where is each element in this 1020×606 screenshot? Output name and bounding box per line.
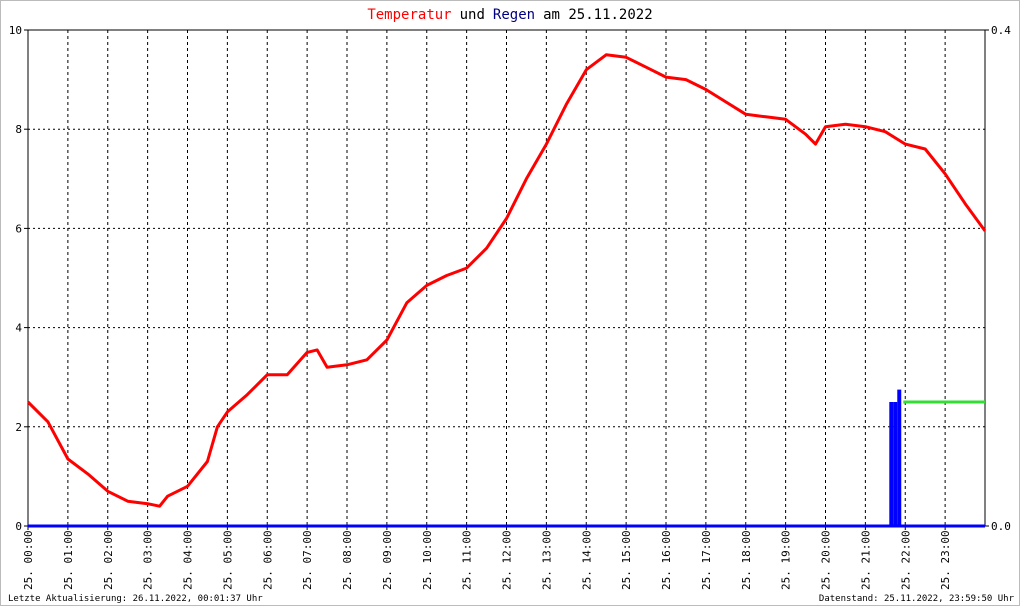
y-tick-label: 6 — [15, 222, 22, 235]
y-tick-label: 10 — [9, 24, 22, 37]
x-tick-label: 25. 15:00 — [620, 530, 633, 590]
title-part: am 25.11.2022 — [543, 7, 653, 23]
rain-bar — [897, 389, 902, 526]
x-tick-label: 25. 03:00 — [142, 530, 155, 590]
footer-right: Datenstand: 25.11.2022, 23:59:50 Uhr — [819, 594, 1015, 604]
x-tick-label: 25. 07:00 — [301, 530, 314, 590]
y-tick-label: 2 — [15, 421, 22, 434]
y2-tick-label: 0.0 — [991, 520, 1011, 533]
y-tick-label: 8 — [15, 123, 22, 136]
x-tick-label: 25. 02:00 — [102, 530, 115, 590]
x-tick-label: 25. 09:00 — [381, 530, 394, 590]
x-tick-label: 25. 10:00 — [421, 530, 434, 590]
x-tick-label: 25. 00:00 — [22, 530, 35, 590]
x-tick-label: 25. 05:00 — [221, 530, 234, 590]
x-tick-label: 25. 18:00 — [740, 530, 753, 590]
x-tick-label: 25. 22:00 — [899, 530, 912, 590]
footer-left: Letzte Aktualisierung: 26.11.2022, 00:01… — [8, 594, 263, 604]
x-tick-label: 25. 20:00 — [820, 530, 833, 590]
x-tick-label: 25. 17:00 — [700, 530, 713, 590]
rain-bar — [889, 402, 894, 526]
x-tick-label: 25. 19:00 — [780, 530, 793, 590]
x-tick-label: 25. 23:00 — [939, 530, 952, 590]
x-tick-label: 25. 06:00 — [261, 530, 274, 590]
x-tick-label: 25. 01:00 — [62, 530, 75, 590]
x-tick-label: 25. 14:00 — [580, 530, 593, 590]
x-tick-label: 25. 13:00 — [540, 530, 553, 590]
title-part: Regen — [493, 7, 535, 23]
x-tick-label: 25. 12:00 — [501, 530, 514, 590]
x-tick-label: 25. 16:00 — [660, 530, 673, 590]
x-tick-label: 25. 11:00 — [461, 530, 474, 590]
y-tick-label: 4 — [15, 322, 22, 335]
y-tick-label: 0 — [15, 520, 22, 533]
title-part: Temperatur — [367, 7, 451, 23]
series-line — [26, 53, 987, 508]
title-part: und — [460, 7, 485, 23]
rain-bar — [893, 402, 898, 526]
x-tick-label: 25. 04:00 — [182, 530, 195, 590]
x-tick-label: 25. 21:00 — [859, 530, 872, 590]
chart-title: Temperatur und Regen am 25.11.2022 — [367, 7, 652, 23]
x-tick-label: 25. 08:00 — [341, 530, 354, 590]
y2-tick-label: 0.4 — [991, 24, 1011, 37]
